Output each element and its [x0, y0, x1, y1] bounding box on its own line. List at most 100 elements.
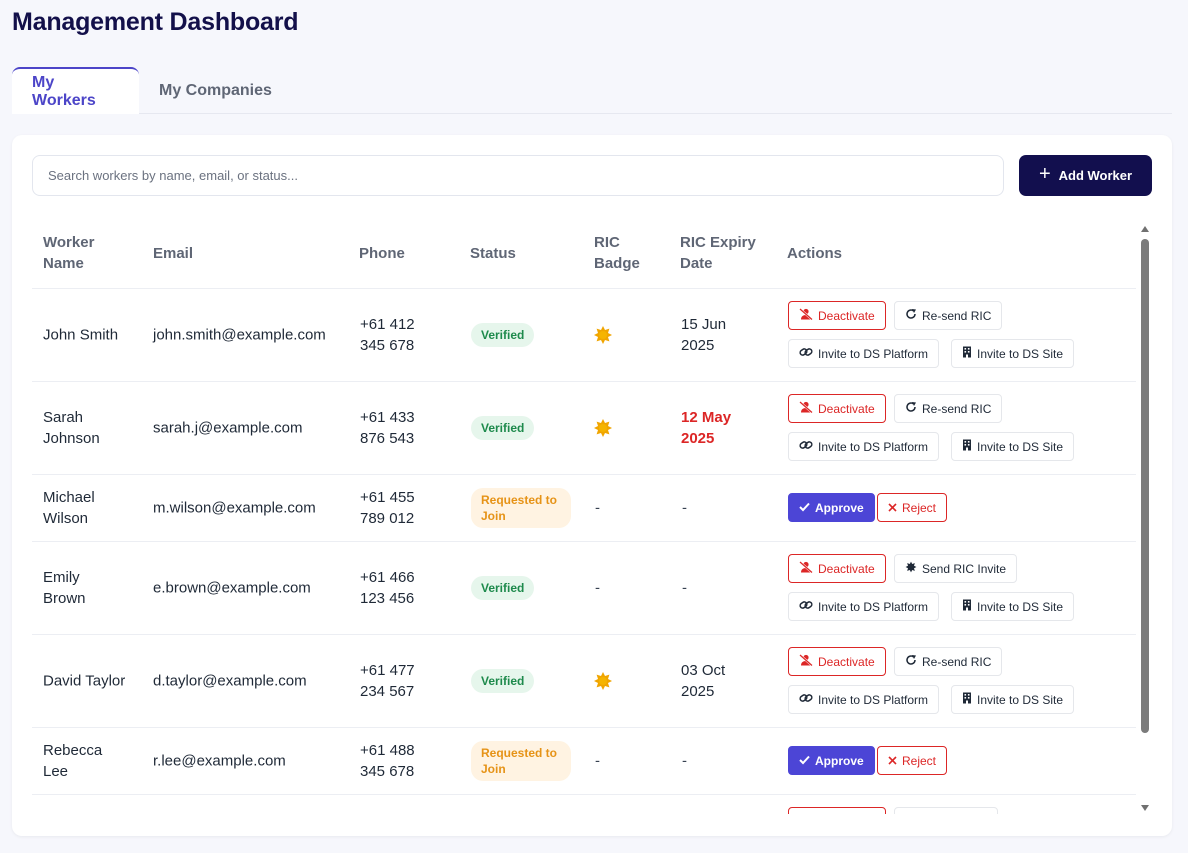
worker-name: John Smith: [43, 326, 119, 344]
table-row: Emily Brown e.brown@example.com +61 466 …: [32, 542, 1136, 635]
invite-platform-label: Invite to DS Platform: [818, 692, 929, 707]
deactivate-button[interactable]: Deactivate: [788, 554, 886, 583]
workers-table: Worker Name Email Phone Status RIC Badge…: [32, 220, 1136, 814]
worker-phone: +61 477 234 567: [360, 662, 415, 700]
link-icon: [799, 346, 813, 361]
send-ric-invite-button[interactable]: Send RIC Invite: [894, 554, 1018, 583]
ric-badge-icon: [593, 418, 613, 438]
tab-my-companies[interactable]: My Companies: [159, 81, 272, 99]
tab-my-workers[interactable]: My Workers: [12, 67, 139, 114]
deactivate-button[interactable]: [788, 807, 886, 814]
worker-email: r.lee@example.com: [153, 752, 286, 770]
worker-email: d.taylor@example.com: [153, 672, 307, 690]
invite-platform-button[interactable]: Invite to DS Platform: [788, 432, 940, 461]
invite-platform-button[interactable]: Invite to DS Platform: [788, 339, 940, 368]
deactivate-label: Deactivate: [818, 401, 875, 416]
worker-phone: +61 433 876 543: [360, 409, 415, 447]
close-icon: [888, 501, 897, 515]
ric-expiry: 15 Jun 2025: [681, 316, 727, 354]
ric-expiry: -: [682, 579, 687, 597]
refresh-icon: [905, 308, 917, 323]
reject-button[interactable]: Reject: [877, 493, 948, 522]
resend-ric-button[interactable]: [894, 807, 998, 814]
worker-phone: +61 455 789 012: [360, 489, 415, 527]
ric-expiry: -: [682, 752, 687, 770]
building-icon: [962, 599, 972, 614]
user-slash-icon: [799, 401, 813, 416]
worker-name: David Taylor: [43, 672, 126, 690]
worker-name: Emily Brown: [43, 569, 86, 607]
header-status: Status: [470, 245, 516, 262]
invite-site-button[interactable]: Invite to DS Site: [951, 432, 1075, 461]
header-actions: Actions: [787, 245, 843, 262]
check-icon: [799, 754, 810, 768]
deactivate-label: Deactivate: [818, 308, 875, 323]
scroll-thumb[interactable]: [1141, 239, 1149, 733]
worker-email: sarah.j@example.com: [153, 419, 303, 437]
deactivate-button[interactable]: Deactivate: [788, 301, 886, 330]
tab-bar: My Workers My Companies: [12, 67, 1172, 114]
table-row: David Taylor d.taylor@example.com +61 47…: [32, 635, 1136, 728]
ric-badge-empty: -: [595, 752, 600, 770]
search-input[interactable]: [32, 155, 1004, 196]
ric-expiry: 03 Oct 2025: [681, 662, 726, 700]
worker-email: john.smith@example.com: [153, 326, 326, 344]
table-row: Rebecca Lee r.lee@example.com +61 488 34…: [32, 728, 1136, 795]
ric-expiry: 12 May 2025: [681, 409, 732, 447]
scroll-down-arrow[interactable]: [1141, 805, 1149, 811]
approve-label: Approve: [815, 500, 864, 515]
resend-ric-button[interactable]: Re-send RIC: [894, 647, 1003, 676]
ric-badge-icon: [593, 325, 613, 345]
invite-platform-label: Invite to DS Platform: [818, 346, 929, 361]
status-badge: Verified: [471, 416, 535, 440]
resend-ric-label: Re-send RIC: [922, 654, 992, 669]
invite-platform-button[interactable]: Invite to DS Platform: [788, 592, 940, 621]
invite-platform-button[interactable]: Invite to DS Platform: [788, 685, 940, 714]
approve-button[interactable]: Approve: [788, 493, 875, 522]
resend-ric-button[interactable]: Re-send RIC: [894, 394, 1003, 423]
status-badge: Verified: [471, 669, 535, 693]
deactivate-label: Deactivate: [818, 561, 875, 576]
worker-phone: +61 488 345 678: [360, 742, 415, 780]
approve-button[interactable]: Approve: [788, 746, 875, 775]
page-title: Management Dashboard: [12, 8, 299, 36]
invite-site-button[interactable]: Invite to DS Site: [951, 592, 1075, 621]
status-badge: Verified: [471, 323, 535, 347]
reject-label: Reject: [902, 500, 937, 515]
invite-platform-label: Invite to DS Platform: [818, 599, 929, 614]
add-worker-button[interactable]: + Add Worker: [1019, 155, 1152, 196]
check-icon: [799, 501, 810, 515]
header-ric-badge: RIC Badge: [594, 234, 640, 272]
building-icon: [962, 692, 972, 707]
add-worker-label: Add Worker: [1058, 168, 1133, 183]
deactivate-button[interactable]: Deactivate: [788, 394, 886, 423]
plus-icon: +: [1038, 163, 1051, 185]
header-phone: Phone: [359, 245, 405, 262]
resend-ric-label: Re-send RIC: [922, 401, 992, 416]
invite-site-button[interactable]: Invite to DS Site: [951, 339, 1075, 368]
approve-label: Approve: [815, 753, 864, 768]
scroll-up-arrow[interactable]: [1141, 226, 1149, 232]
header-email: Email: [153, 245, 194, 262]
invite-site-button[interactable]: Invite to DS Site: [951, 685, 1075, 714]
worker-email: m.wilson@example.com: [153, 499, 316, 517]
resend-ric-button[interactable]: Re-send RIC: [894, 301, 1003, 330]
reject-button[interactable]: Reject: [877, 746, 948, 775]
link-icon: [799, 599, 813, 614]
table-row: Michael Wilson m.wilson@example.com +61 …: [32, 475, 1136, 542]
status-badge: Verified: [471, 576, 535, 600]
building-icon: [962, 439, 972, 454]
table-scrollbar[interactable]: [1140, 220, 1150, 814]
link-icon: [799, 439, 813, 454]
send-ric-invite-label: Send RIC Invite: [922, 561, 1007, 576]
worker-name: Sarah Johnson: [43, 409, 100, 447]
table-row: John Smith john.smith@example.com +61 41…: [32, 289, 1136, 382]
ric-badge-empty: -: [595, 579, 600, 597]
deactivate-button[interactable]: Deactivate: [788, 647, 886, 676]
refresh-icon: [905, 401, 917, 416]
worker-phone: +61 412 345 678: [360, 316, 415, 354]
invite-site-label: Invite to DS Site: [977, 346, 1064, 361]
user-slash-icon: [799, 561, 813, 576]
invite-site-label: Invite to DS Site: [977, 599, 1064, 614]
status-badge: Requested to Join: [471, 488, 571, 528]
